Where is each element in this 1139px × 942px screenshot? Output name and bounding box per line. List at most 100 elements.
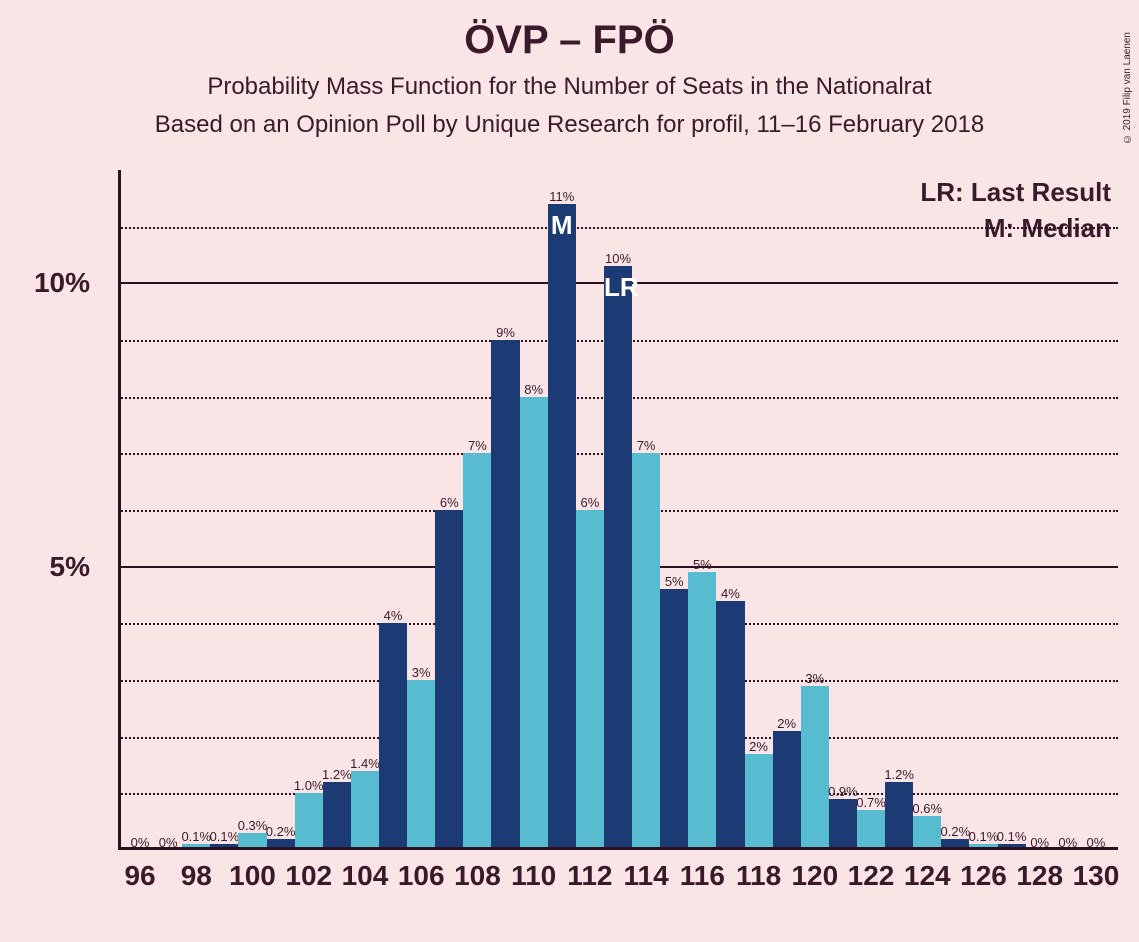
bar: 10%LR — [604, 266, 632, 850]
bar: 5% — [660, 589, 688, 850]
bar: 6% — [576, 510, 604, 850]
bar: 8% — [520, 397, 548, 850]
x-tick: 110 — [511, 860, 556, 892]
x-tick: 130 — [1073, 860, 1120, 892]
bar: 0.6% — [913, 816, 941, 850]
x-tick: 98 — [181, 860, 212, 892]
median-marker: M — [548, 210, 576, 241]
bar-slot: 10% LR — [604, 170, 632, 850]
bar: 1.0% — [295, 793, 323, 850]
bar-value-label: 6% — [573, 495, 607, 510]
x-tick: 100 — [229, 860, 276, 892]
bar-slot: 0.2% — [941, 170, 969, 850]
bar-slot: 0% — [1054, 170, 1082, 850]
x-tick: 126 — [960, 860, 1007, 892]
bar-slot: 1.2% — [323, 170, 351, 850]
bar-slot: 1.2% — [885, 170, 913, 850]
subtitle-2: Based on an Opinion Poll by Unique Resea… — [0, 111, 1139, 139]
x-tick: 112 — [567, 860, 612, 892]
bar-slot: 11% M — [548, 170, 576, 850]
bar-value-label: 10% — [601, 251, 635, 266]
bar-value-label: 5% — [657, 574, 691, 589]
bar-slot: 0% — [154, 170, 182, 850]
bar: 7% — [463, 453, 491, 850]
bar-slot: 0.6% — [913, 170, 941, 850]
page-title: ÖVP – FPÖ — [0, 18, 1139, 63]
bar-slot: 7% — [463, 170, 491, 850]
bar-slot: 0% — [126, 170, 154, 850]
bar-slot: 1.4% — [351, 170, 379, 850]
x-tick: 104 — [342, 860, 389, 892]
bar-slot: 0.1% — [998, 170, 1026, 850]
x-tick: 116 — [680, 860, 725, 892]
bar: 4% — [716, 601, 744, 850]
bar-value-label: 0.2% — [264, 824, 298, 839]
bar-slot: 0.7% — [857, 170, 885, 850]
bar: 11%M — [548, 204, 576, 850]
bar-slot: 1.0% — [295, 170, 323, 850]
x-tick: 128 — [1016, 860, 1063, 892]
bar-slot: 0.1% — [969, 170, 997, 850]
x-tick-labels: 9698100102104106108110112114116118120122… — [118, 856, 1118, 916]
x-tick: 108 — [454, 860, 501, 892]
bar-slot: 0.3% — [238, 170, 266, 850]
bar-slot: 2% — [745, 170, 773, 850]
bar: 0.7% — [857, 810, 885, 850]
bar-value-label: 2% — [770, 716, 804, 731]
bar-value-label: 4% — [376, 608, 410, 623]
bar-value-label: 8% — [517, 382, 551, 397]
bar: 1.2% — [323, 782, 351, 850]
bar: 3% — [801, 686, 829, 850]
bar-value-label: 3% — [404, 665, 438, 680]
bar: 4% — [379, 623, 407, 850]
subtitle-1: Probability Mass Function for the Number… — [0, 73, 1139, 101]
x-tick: 96 — [124, 860, 155, 892]
bar-slot: 2% — [773, 170, 801, 850]
bar-value-label: 6% — [432, 495, 466, 510]
pmf-bar-chart: 0%0%0.1%0.1%0.3%0.2%1.0%1.2%1.4%4%3%6%7%… — [118, 170, 1118, 850]
x-tick: 124 — [904, 860, 951, 892]
x-tick: 120 — [791, 860, 838, 892]
bar-slot: 6% — [435, 170, 463, 850]
bar-value-label: 1.2% — [882, 767, 916, 782]
bar: 3% — [407, 680, 435, 850]
bar-slot: 6% — [576, 170, 604, 850]
bar-value-label: 5% — [685, 557, 719, 572]
bar-slot: 0.9% — [829, 170, 857, 850]
bar-value-label: 0.7% — [854, 795, 888, 810]
bar-slot: 5% — [660, 170, 688, 850]
bar-value-label: 2% — [742, 739, 776, 754]
bar: 5% — [688, 572, 716, 850]
x-tick: 106 — [398, 860, 445, 892]
bar-slot: 3% — [801, 170, 829, 850]
y-tick: 5% — [0, 551, 90, 583]
copyright-text: © 2019 Filip van Laenen — [1122, 32, 1133, 144]
bar-slot: 0.1% — [182, 170, 210, 850]
bar-slot: 0.1% — [210, 170, 238, 850]
bar: 0.9% — [829, 799, 857, 850]
bar: 1.2% — [885, 782, 913, 850]
bar-value-label: 7% — [461, 438, 495, 453]
bar: 6% — [435, 510, 463, 850]
last-result-marker: LR — [604, 272, 632, 303]
x-tick: 114 — [624, 860, 669, 892]
bar: 1.4% — [351, 771, 379, 850]
bar-slot: 4% — [716, 170, 744, 850]
bars-area: 0%0%0.1%0.1%0.3%0.2%1.0%1.2%1.4%4%3%6%7%… — [126, 170, 1110, 850]
bar-value-label: 0.6% — [910, 801, 944, 816]
bar-slot: 7% — [632, 170, 660, 850]
bar-value-label: 3% — [798, 671, 832, 686]
bar-value-label: 7% — [629, 438, 663, 453]
bar-slot: 0% — [1082, 170, 1110, 850]
bar: 2% — [745, 754, 773, 850]
bar-slot: 0.2% — [267, 170, 295, 850]
y-axis — [118, 170, 121, 850]
bar: 9% — [491, 340, 519, 850]
bar-value-label: 11% — [545, 189, 579, 204]
bar: 7% — [632, 453, 660, 850]
bar-slot: 3% — [407, 170, 435, 850]
bar-slot: 9% — [491, 170, 519, 850]
bar-value-label: 4% — [714, 586, 748, 601]
x-axis — [118, 847, 1118, 850]
x-tick: 102 — [285, 860, 332, 892]
